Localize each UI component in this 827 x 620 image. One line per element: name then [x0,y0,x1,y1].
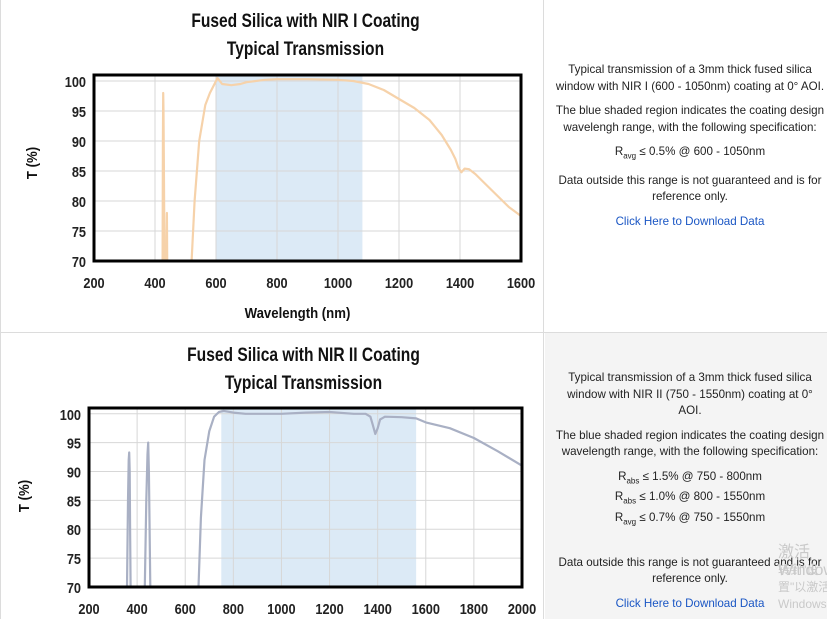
transmission-curve [143,441,152,587]
x-tick-label: 1800 [460,600,489,617]
download-data-link[interactable]: Click Here to Download Data [615,596,765,610]
windows-activation-watermark-sub: 转到"设置"以激活 Windows。 [778,563,827,611]
spec-list: Ravg ≤ 0.5% @ 600 - 1050nm [555,144,825,165]
y-axis-label: T (%) [23,147,40,179]
chart-subtitle: Typical Transmission [227,38,384,60]
y-tick-label: 90 [72,133,86,150]
x-tick-label: 1200 [385,274,414,291]
chart-cell-nir1: Fused Silica with NIR I Coating Typical T… [0,0,544,332]
chart-row-nir2: Fused Silica with NIR II Coating Typical … [0,332,827,619]
description-text: Typical transmission of a 3mm thick fuse… [567,371,813,417]
info-panel-nir1: Typical transmission of a 3mm thick fuse… [545,0,827,332]
transmission-curve [161,91,166,261]
chart-row-nir1: Fused Silica with NIR I Coating Typical T… [0,0,827,332]
spec-line: Rabs ≤ 1.0% @ 800 - 1550nm [614,490,766,506]
x-tick-label: 1400 [446,274,475,291]
download-data-link[interactable]: Click Here to Download Data [615,214,765,228]
disclaimer-text: Data outside this range is not guarantee… [558,173,822,204]
y-tick-label: 100 [60,406,81,423]
shaded-note-text: The blue shaded region indicates the coa… [555,104,825,134]
x-tick-label: 400 [126,600,147,617]
x-tick-label: 400 [144,274,165,291]
x-tick-label: 600 [175,600,196,617]
plot-frame [87,406,524,589]
windows-activation-watermark: 激活 Windows [778,544,827,579]
chart-title: Fused Silica with NIR II Coating [187,344,420,366]
x-tick-label: 200 [78,600,99,617]
y-tick-label: 80 [72,193,86,210]
x-tick-label: 800 [223,600,244,617]
y-tick-label: 85 [67,492,81,509]
info-panel-nir2: Typical transmission of a 3mm thick fuse… [545,333,827,619]
disclaimer-text: Data outside this range is not guarantee… [558,555,822,586]
x-tick-label: 1200 [315,600,344,617]
spec-line: Ravg ≤ 0.7% @ 750 - 1550nm [614,511,766,527]
transmission-chart-nir2: Fused Silica with NIR II Coating Typical … [15,344,537,618]
spec-line: Rabs ≤ 1.5% @ 750 - 800nm [618,469,762,485]
coating-design-range-shade [216,75,363,261]
y-tick-label: 85 [72,163,86,180]
info-text-nir2: Typical transmission of a 3mm thick fuse… [555,370,825,620]
y-tick-label: 75 [67,550,81,567]
info-text-nir1: Typical transmission of a 3mm thick fuse… [555,62,825,238]
spec-list: Rabs ≤ 1.5% @ 750 - 800nm Rabs ≤ 1.0% @ 8… [555,469,825,531]
transmission-chart-nir1: Fused Silica with NIR I Coating Typical T… [23,10,536,322]
shaded-note-text: The blue shaded region indicates the coa… [555,428,825,459]
chart-cell-nir2: Fused Silica with NIR II Coating Typical … [0,333,544,619]
y-tick-label: 95 [72,103,86,120]
y-tick-label: 70 [72,253,86,270]
transmission-curve [190,76,521,261]
y-tick-label: 75 [72,223,86,240]
x-tick-label: 800 [266,274,287,291]
y-tick-label: 90 [67,464,81,481]
x-tick-label: 1000 [324,274,353,291]
x-tick-label: 2000 [508,600,537,617]
spec-line: Ravg ≤ 0.5% @ 600 - 1050nm [614,145,766,161]
x-tick-label: 1600 [507,274,536,291]
y-tick-label: 100 [65,73,86,90]
y-tick-label: 70 [67,579,81,596]
chart-subtitle: Typical Transmission [225,372,382,394]
description-text: Typical transmission of a 3mm thick fuse… [555,63,825,93]
transmission-curve [197,409,522,587]
x-tick-label: 1600 [412,600,441,617]
transmission-curve [165,211,169,261]
coating-design-range-shade [221,408,417,587]
y-tick-label: 80 [67,521,81,538]
transmission-curve [125,451,132,587]
x-tick-label: 1400 [363,600,392,617]
chart-title: Fused Silica with NIR I Coating [191,10,419,32]
x-tick-label: 200 [83,274,104,291]
y-tick-label: 95 [67,435,81,452]
plot-frame [92,73,523,263]
x-axis-label: Wavelength (nm) [245,304,351,321]
x-tick-label: 1000 [267,600,296,617]
x-tick-label: 600 [205,274,226,291]
y-axis-label: T (%) [15,480,32,512]
